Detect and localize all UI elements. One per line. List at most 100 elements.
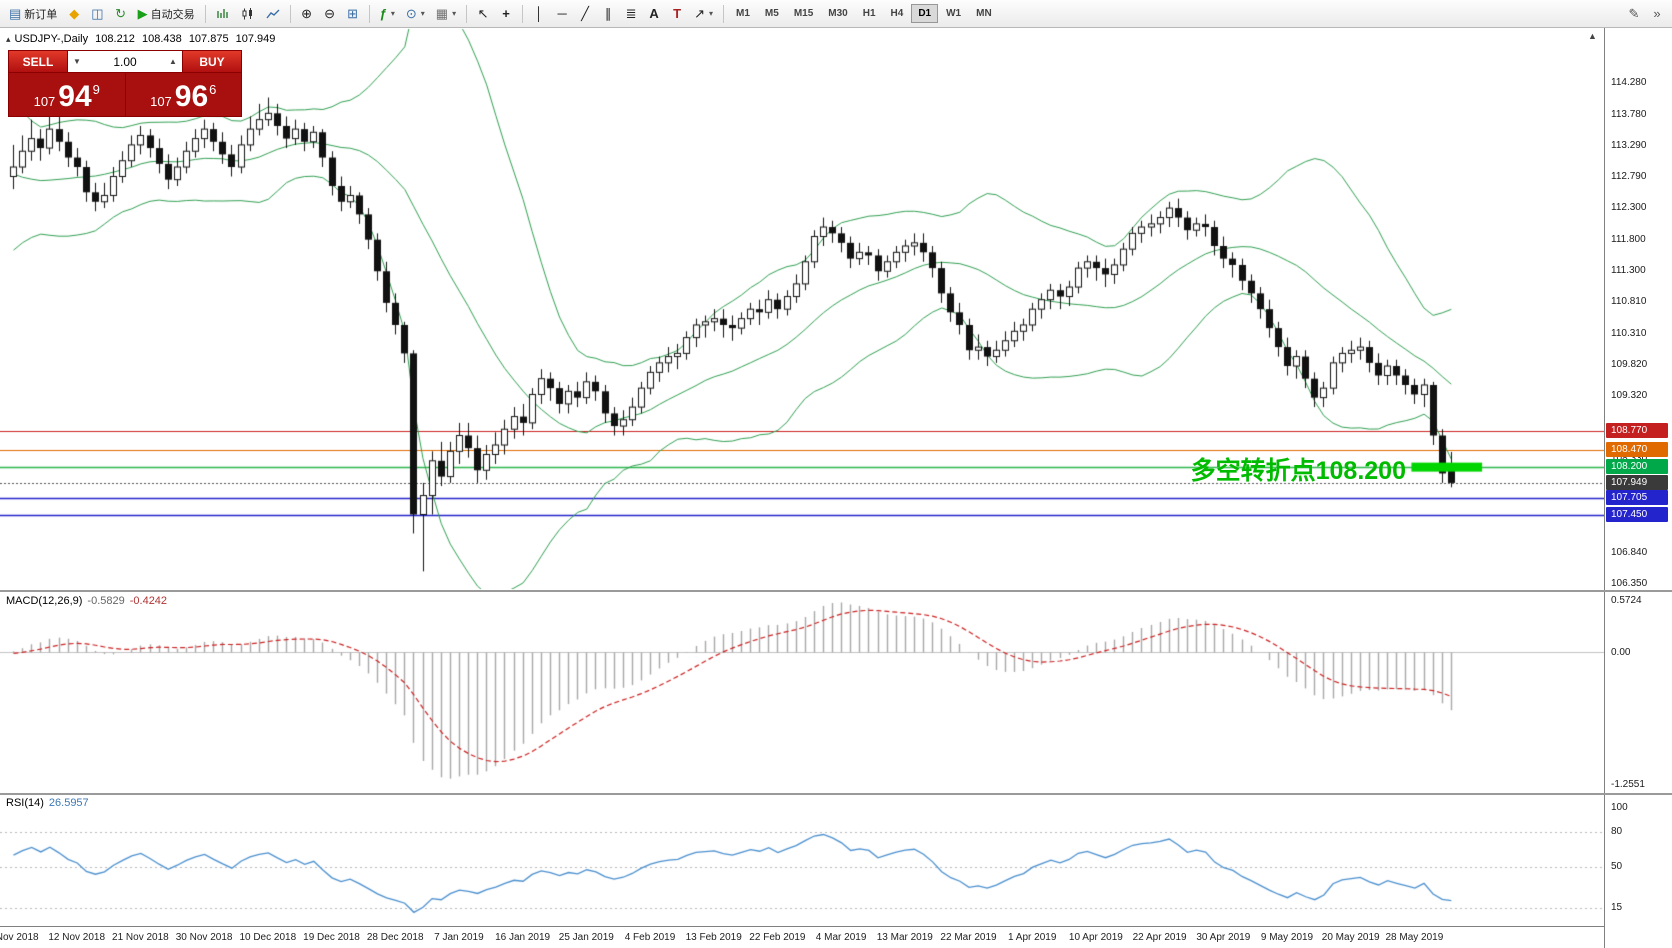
collapse-icon[interactable]: ▴ — [6, 34, 11, 44]
cursor-icon: ↖ — [477, 6, 489, 21]
candlestick-chart-button[interactable] — [236, 3, 260, 25]
cursor-tool-button[interactable]: ↖ — [472, 3, 494, 25]
metaeditor-icon: ◆ — [69, 6, 80, 21]
buy-price-point: 6 — [209, 82, 217, 97]
new-order-icon: ▤ — [9, 6, 22, 21]
macd-name: MACD(12,26,9) — [6, 595, 83, 607]
chart-annotation[interactable]: 多空转折点108.200 — [1190, 457, 1406, 485]
toolbar-separator — [368, 4, 370, 23]
open-value: 108.212 — [95, 33, 135, 45]
periods-button[interactable]: ⊙ ▾ — [401, 3, 430, 25]
timeframe-w1[interactable]: W1 — [939, 4, 968, 23]
price-badge: 108.470 — [1606, 442, 1668, 458]
arrows-tool-button[interactable]: ↗ ▾ — [689, 3, 718, 25]
tile-windows-icon: ⊞ — [347, 6, 359, 21]
date-label: 30 Nov 2018 — [175, 932, 233, 943]
fibonacci-icon: ≣ — [625, 6, 637, 21]
date-label: 2 Nov 2018 — [0, 932, 39, 943]
date-label: 22 Feb 2019 — [749, 932, 806, 943]
price-tick: 106.350 — [1611, 578, 1648, 589]
time-axis[interactable]: 2 Nov 2018 12 Nov 2018 21 Nov 2018 30 Nov 2… — [0, 926, 1604, 948]
chart-title: ▴ USDJPY-,Daily 108.212 108.438 107.875 1… — [6, 33, 279, 45]
panel-divider[interactable] — [0, 793, 1672, 795]
templates-button[interactable]: ▦ ▾ — [431, 3, 461, 25]
channel-tool-button[interactable]: ∥ — [597, 3, 619, 25]
new-order-button[interactable]: ▤ 新订单 — [4, 3, 62, 25]
trendline-tool-button[interactable]: ╱ — [574, 3, 596, 25]
timeframe-m1[interactable]: M1 — [729, 4, 757, 23]
rsi-value: 26.5957 — [48, 797, 89, 809]
price-tick: 110.810 — [1611, 296, 1647, 308]
one-click-trading-panel: SELL ▼ 1.00 ▲ BUY 107 94 9 107 96 6 — [8, 50, 242, 117]
sell-price-pips: 94 — [58, 79, 92, 113]
line-chart-button[interactable] — [261, 3, 285, 25]
text-icon: A — [649, 6, 659, 21]
zoom-out-button[interactable]: ⊖ — [319, 3, 341, 25]
toolbar-separator — [466, 4, 468, 23]
timeframe-h4[interactable]: H4 — [884, 4, 911, 23]
date-label: 10 Dec 2018 — [239, 932, 297, 943]
label-tool-button[interactable]: T — [666, 3, 688, 25]
price-tick: 109.320 — [1611, 390, 1648, 402]
panel-divider[interactable] — [0, 590, 1672, 592]
tile-windows-button[interactable]: ⊞ — [342, 3, 364, 25]
sell-price-point: 9 — [92, 82, 100, 97]
indicators-button[interactable]: ƒ ▾ — [375, 3, 400, 25]
date-label: 1 Apr 2019 — [1008, 932, 1057, 943]
price-badge: 107.705 — [1606, 490, 1668, 506]
rsi-scale: 100 — [1611, 801, 1628, 813]
rsi-name: RSI(14) — [6, 797, 44, 809]
templates-icon: ▦ — [435, 6, 449, 21]
price-tick: 112.300 — [1611, 202, 1647, 214]
date-label: 10 Apr 2019 — [1068, 932, 1123, 943]
price-tick: 106.840 — [1611, 547, 1648, 559]
bar-chart-button[interactable] — [211, 3, 235, 25]
date-label: 30 Apr 2019 — [1196, 932, 1251, 943]
price-tick: 113.780 — [1611, 108, 1647, 120]
timeframe-m15[interactable]: M15 — [787, 4, 820, 23]
timeframe-group: M1 M5 M15 M30 H1 H4 D1 W1 MN — [729, 4, 999, 23]
zoom-in-button[interactable]: ⊕ — [296, 3, 318, 25]
fibonacci-tool-button[interactable]: ≣ — [620, 3, 642, 25]
autotrading-icon: ▶ — [137, 6, 148, 21]
vertical-line-tool-button[interactable]: │ — [528, 3, 550, 25]
timeframe-m5[interactable]: M5 — [758, 4, 786, 23]
timeframe-h1[interactable]: H1 — [856, 4, 883, 23]
timeframe-m30[interactable]: M30 — [821, 4, 854, 23]
buy-price[interactable]: 107 96 6 — [126, 73, 242, 116]
autotrading-button[interactable]: ▶ 自动交易 — [133, 3, 200, 25]
crosshair-tool-button[interactable]: + — [495, 3, 517, 25]
refresh-icon: ↻ — [115, 6, 127, 21]
sell-price-prefix: 107 — [33, 94, 56, 110]
horizontal-line-tool-button[interactable]: ─ — [551, 3, 573, 25]
price-axis[interactable]: 114.280 113.780 113.290 112.790 112.300 111.8… — [1604, 0, 1672, 948]
pencil-button[interactable]: ✎ — [1623, 3, 1645, 25]
date-label: 16 Jan 2019 — [495, 932, 551, 943]
date-label: 28 Dec 2018 — [366, 932, 424, 943]
volume-down-icon[interactable]: ▼ — [73, 57, 81, 66]
new-chart-button[interactable]: ◫ — [86, 3, 108, 25]
timeframe-mn[interactable]: MN — [969, 4, 999, 23]
price-badge: 108.200 — [1606, 459, 1668, 475]
metaeditor-button[interactable]: ◆ — [63, 3, 85, 25]
price-tick: 111.800 — [1611, 233, 1646, 245]
rsi-scale: 80 — [1611, 825, 1623, 837]
text-tool-button[interactable]: A — [643, 3, 665, 25]
volume-up-icon[interactable]: ▲ — [169, 57, 177, 66]
date-label: 13 Mar 2019 — [876, 932, 933, 943]
scroll-marker-icon[interactable]: ▲ — [1588, 31, 1597, 41]
sell-price[interactable]: 107 94 9 — [9, 73, 126, 116]
more-button[interactable]: » — [1646, 3, 1668, 25]
volume-field[interactable]: ▼ 1.00 ▲ — [68, 50, 182, 73]
refresh-button[interactable]: ↻ — [110, 3, 132, 25]
timeframe-d1[interactable]: D1 — [911, 4, 939, 23]
price-tick: 114.280 — [1611, 77, 1647, 88]
sell-button[interactable]: SELL — [8, 50, 68, 73]
price-tick: 108.330 — [1611, 453, 1647, 464]
autotrading-label: 自动交易 — [150, 8, 195, 21]
date-label: 19 Dec 2018 — [303, 932, 360, 943]
buy-button[interactable]: BUY — [182, 50, 242, 73]
new-chart-icon: ◫ — [91, 6, 104, 21]
chevron-down-icon: ▾ — [708, 9, 713, 18]
